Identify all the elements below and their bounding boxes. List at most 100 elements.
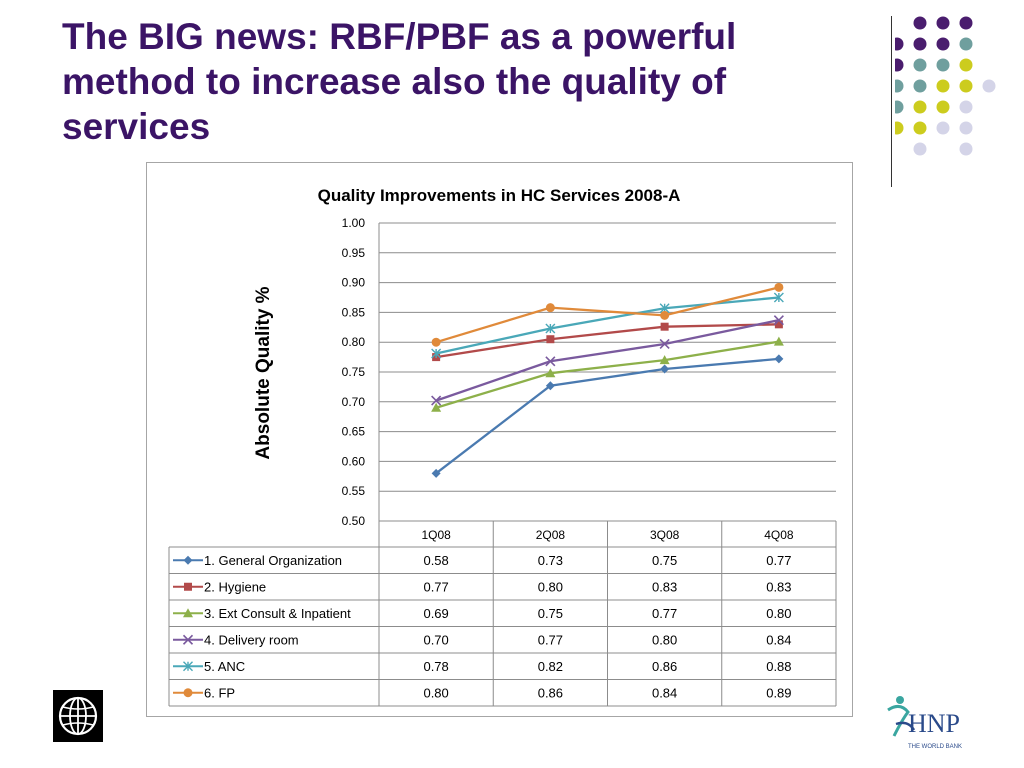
y-tick-label: 0.95: [342, 246, 366, 260]
data-point: [431, 395, 442, 406]
legend-label: 5. ANC: [204, 659, 245, 674]
world-bank-logo: [53, 690, 103, 742]
x-tick-label: 3Q08: [650, 528, 680, 542]
y-tick-label: 0.70: [342, 395, 366, 409]
table-cell-value: 0.73: [538, 553, 563, 568]
data-point: [774, 354, 784, 364]
series-5. ANC: [431, 292, 784, 359]
y-axis-label: Absolute Quality %: [253, 286, 274, 459]
series-line: [435, 286, 780, 344]
series-1. General Organization: [431, 354, 784, 478]
data-point: [659, 338, 670, 350]
decor-dot: [959, 58, 973, 72]
table-cell-value: 0.80: [423, 685, 448, 700]
decor-dot: [936, 79, 950, 93]
table-cell-value: 0.88: [766, 659, 791, 674]
hnp-figure-icon: HNP THE WORLD BANK: [887, 696, 962, 750]
data-point: [183, 555, 193, 565]
decor-dot: [913, 121, 927, 135]
legend-label: 2. Hygiene: [204, 579, 266, 594]
globe-icon: [58, 696, 98, 736]
table-cell-value: 0.86: [538, 685, 563, 700]
table-cell-value: 0.77: [652, 606, 677, 621]
data-point: [773, 336, 784, 346]
data-point: [660, 310, 670, 320]
table-cell-value: 0.70: [423, 632, 448, 647]
data-point: [182, 634, 194, 645]
quality-line-chart: Quality Improvements in HC Services 2008…: [168, 186, 837, 707]
decor-dot: [936, 121, 950, 135]
table-cell-value: 0.77: [538, 632, 563, 647]
table-cell-value: 0.75: [538, 606, 563, 621]
table-row: 2. Hygiene 0.77 0.80 0.83 0.83: [173, 579, 792, 594]
y-tick-label: 0.60: [342, 454, 366, 468]
series-line: [435, 323, 779, 359]
decor-dot: [913, 142, 927, 156]
decor-dot: [959, 121, 973, 135]
chart-title: Quality Improvements in HC Services 2008…: [318, 186, 681, 205]
slide-title: The BIG news: RBF/PBF as a powerful meth…: [62, 16, 737, 147]
divider-line: [891, 16, 892, 187]
data-point: [431, 337, 441, 347]
table-cell-value: 0.78: [423, 659, 448, 674]
table-cell-value: 0.89: [766, 685, 791, 700]
data-point: [183, 608, 193, 618]
legend-label: 1. General Organization: [204, 553, 342, 568]
x-tick-label: 4Q08: [764, 528, 794, 542]
data-point: [184, 582, 192, 591]
table-cell-value: 0.75: [652, 553, 677, 568]
y-tick-label: 0.65: [342, 425, 366, 439]
series-line: [435, 296, 779, 355]
decor-dot: [936, 100, 950, 114]
table-cell-value: 0.80: [652, 632, 677, 647]
data-point: [545, 368, 556, 378]
decor-dot: [913, 58, 927, 72]
data-point: [773, 315, 784, 326]
series-3. Ext Consult & Inpatient: [431, 336, 784, 412]
data-point: [431, 348, 442, 359]
y-tick-label: 0.75: [342, 365, 366, 379]
table-cell-value: 0.77: [423, 579, 448, 594]
decor-dot: [913, 100, 927, 114]
legend-label: 6. FP: [204, 685, 235, 700]
chart-frame: Quality Improvements in HC Services 2008…: [146, 162, 853, 717]
data-point: [546, 335, 555, 344]
data-point: [545, 356, 556, 367]
table-cell-value: 0.84: [652, 685, 677, 700]
hnp-subtext: THE WORLD BANK: [908, 744, 962, 750]
table-cell-value: 0.77: [766, 553, 791, 568]
decor-dot: [982, 79, 996, 93]
data-point: [660, 364, 670, 374]
decor-dot: [895, 100, 904, 114]
y-tick-label: 0.90: [342, 276, 366, 290]
data-point: [431, 402, 442, 412]
table-cell-value: 0.80: [766, 606, 791, 621]
data-point: [183, 661, 193, 672]
data-point: [545, 381, 555, 391]
y-tick-label: 0.55: [342, 484, 366, 498]
data-point: [545, 303, 555, 313]
legend-label: 3. Ext Consult & Inpatient: [204, 606, 351, 621]
decor-dot: [959, 79, 973, 93]
table-cell-value: 0.83: [652, 579, 677, 594]
y-tick-label: 1.00: [342, 216, 366, 230]
legend-label: 4. Delivery room: [204, 632, 299, 647]
table-cell-value: 0.58: [423, 553, 448, 568]
table-cell-value: 0.69: [423, 606, 448, 621]
series-line: [435, 340, 780, 409]
table-cell-value: 0.83: [766, 579, 791, 594]
decor-dot: [936, 16, 950, 30]
series-6. FP: [431, 282, 784, 347]
table-cell-value: 0.82: [538, 659, 563, 674]
y-tick-label: 0.50: [342, 514, 366, 528]
series-line: [435, 319, 780, 402]
table-row: 1. General Organization 0.58 0.73 0.75 0.77: [173, 553, 792, 568]
table-cell-value: 0.86: [652, 659, 677, 674]
data-point: [183, 688, 193, 698]
data-point: [659, 355, 670, 365]
x-tick-label: 2Q08: [536, 528, 566, 542]
data-point: [431, 468, 441, 478]
decorative-dot-grid: [895, 16, 996, 156]
table-row: 5. ANC 0.78 0.82 0.86 0.88: [173, 659, 792, 674]
hnp-logo: HNP THE WORLD BANK: [878, 690, 978, 752]
